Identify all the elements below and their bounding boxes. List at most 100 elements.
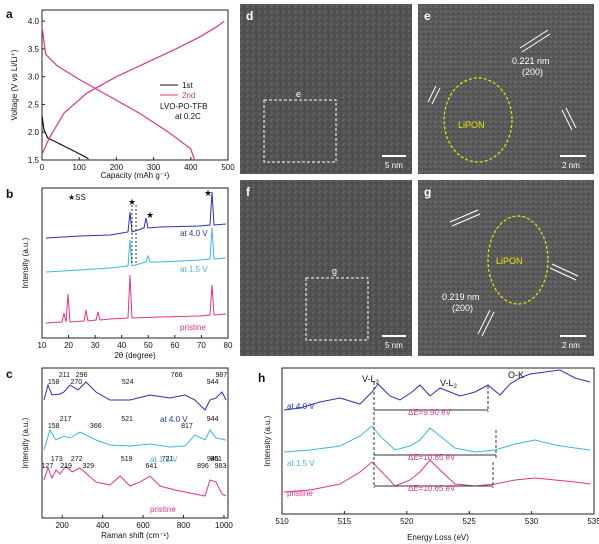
eels-delta-1-5v: ΔE=10.85 eV [408,453,456,462]
panel-f-letter: f [246,185,251,199]
panel-h-axes [281,367,595,515]
eels-label-1-5v: at 1.5 V [287,459,315,468]
raman-peak-bot: 173 [51,456,63,463]
eels-trace-4v [283,369,591,411]
raman-label-1-5v: at 1.5 V [150,455,178,464]
voltage-curve-2 [41,26,196,161]
lattice-fringe-e [427,85,437,103]
b-xtick-label: 80 [224,341,233,350]
raman-peak-top: 987 [215,372,227,379]
raman-peak-bot: 961 [210,456,222,463]
legend-1st: 1st [182,81,193,90]
panel-c-ylabel: Intensity (a.u.) [21,417,30,468]
lattice-fringe-e [521,33,551,53]
raman-peak-bot: 519 [121,456,133,463]
zoom-box-e [263,99,337,163]
panel-b-ss-label: ★SS [68,193,86,202]
panel-b-axes [41,187,229,339]
b-xtick-label: 20 [64,341,73,350]
edge-vl2: V-L2 [440,378,458,390]
raman-peak-top: 766 [171,372,183,379]
panel-e: e LiPON 0.221 nm (200) 2 nm [418,4,594,174]
a-xtick-label: 300 [147,163,161,172]
panel-b-letter: b [6,187,13,201]
h-xtick-label: 510 [275,517,289,526]
panel-g: g LiPON 0.219 nm (200) 2 nm [418,180,594,356]
edge-ok: O-K [508,370,524,380]
b-xtick-label: 10 [38,341,47,350]
c-xtick-label: 400 [96,521,110,530]
lattice-fringe-g [481,311,495,337]
lattice-fringe-e [565,107,577,129]
lattice-fringe-g [551,263,579,277]
raman-peak-top: 270 [71,379,83,386]
panel-h-letter: h [258,371,265,385]
raman-trace-4v [43,381,227,411]
raman-peak-bot: 983 [215,463,227,470]
lipon-label-g: LiPON [496,256,523,266]
panel-h: h V-L3 V-L2 O-K ΔE=9.90 eV ΔE=10.85 eV Δ… [258,367,599,542]
raman-peak-top: 158 [48,379,60,386]
scalebar-f-label: 5 nm [385,341,403,350]
c-xtick-label: 600 [136,521,150,530]
lattice-fringe-g [451,213,481,227]
raman-peak-bot: 219 [60,463,72,470]
raman-label-pristine: pristine [150,505,176,514]
xrd-label-pristine: pristine [180,323,206,332]
a-ytick-label: 3.5 [28,45,40,54]
a-xtick-label: 500 [221,163,235,172]
a-xtick-label: 200 [110,163,124,172]
lattice-fringe-g [549,267,577,281]
h-xtick-label: 525 [463,517,477,526]
raman-peak-mid: 817 [181,423,193,430]
lipon-region-e [443,77,513,163]
b-xtick-label: 30 [91,341,100,350]
b-xtick-label: 70 [197,341,206,350]
raman-peak-mid: 158 [48,423,60,430]
legend-2nd: 2nd [182,91,195,100]
eels-delta-pristine: ΔE=10.65 eV [408,484,456,493]
panel-a-annotation-2: at 0.2C [175,112,201,121]
lipon-label-e: LiPON [458,120,485,130]
panel-h-ylabel: Intensity (a.u.) [263,415,272,466]
raman-peak-bot: 721 [162,456,174,463]
raman-peak-bot: 896 [197,463,209,470]
panel-d: d e 5 nm [240,4,412,174]
panel-a-annotation-1: LVO-PO-TFB [160,102,207,111]
raman-trace-1-5v [43,428,227,451]
xrd-label-4v: at 4.0 V [180,229,208,238]
panel-a-xlabel: Capacity (mAh g⁻¹) [101,171,170,180]
raman-peak-top: 296 [76,372,88,379]
a-ytick-label: 2.0 [28,128,40,137]
lattice-fringe-g [477,309,491,335]
panel-c: c 200 400 600 800 1000 at 4.0 V at 1.5 V pri… [6,367,233,540]
eels-label-pristine: pristine [287,489,313,498]
raman-peak-bot: 329 [82,463,94,470]
raman-peak-bot: 127 [42,463,54,470]
raman-trace-pristine [43,465,227,497]
lattice-fringe-e [519,29,549,49]
dspacing-g: 0.219 nm [442,292,480,302]
raman-peak-top: 944 [207,379,219,386]
panel-a: a 1.5 2.0 2.5 3.0 3.5 4.0 0 100 200 300 400 500 Vo… [6,7,235,180]
a-xtick-label: 0 [40,163,45,172]
panel-c-xlabel: Raman shift (cm⁻¹) [101,531,169,540]
raman-peak-bot: 272 [71,456,83,463]
panel-h-xlabel: Energy Loss (eV) [407,533,469,542]
b-xtick-label: 40 [117,341,126,350]
zoom-box-g-label: g [332,266,337,276]
tem-d-shade [240,4,412,174]
plane-e: (200) [522,67,543,77]
scalebar-e-label: 2 nm [562,161,580,170]
panel-b: b ★SS ★ ★ ★ at 4.0 V at 1.5 V pristine 1… [6,187,233,360]
star-marker: ★ [146,210,154,220]
panel-b-xlabel: 2θ (degree) [114,351,156,360]
panel-a-ylabel: Voltage (V vs Li/Li⁺) [10,49,19,120]
panel-a-letter: a [6,7,13,21]
scalebar-d-label: 5 nm [385,161,403,170]
plane-g: (200) [452,303,473,313]
eels-trace-1-5v [283,425,591,453]
panel-a-axes [41,9,229,161]
eels-label-4v: at 4.0 V [287,402,315,411]
b-xtick-label: 50 [144,341,153,350]
